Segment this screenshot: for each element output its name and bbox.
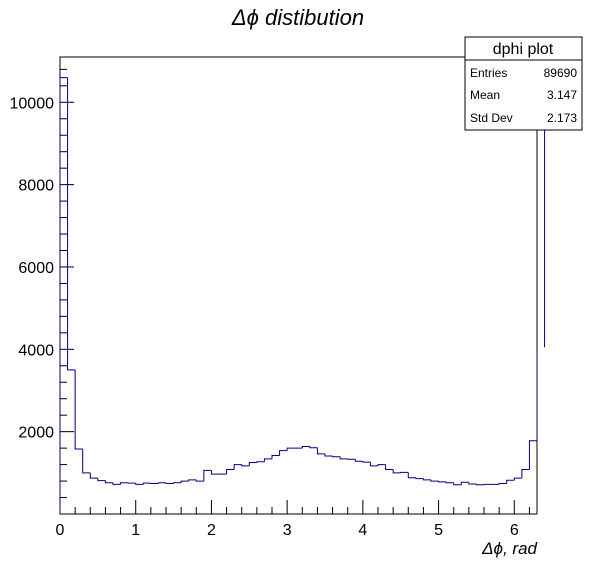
stats-entries-label: Entries	[470, 66, 507, 80]
histogram-bin	[241, 464, 250, 467]
histogram-bin	[203, 469, 212, 482]
histogram-bin	[263, 458, 272, 462]
histogram-bin	[67, 77, 76, 371]
stats-stddev-value: 2.173	[547, 111, 577, 125]
y-axis: 2000 4000 6000 8000 10000	[10, 68, 74, 499]
histogram-bin	[385, 464, 394, 471]
y-tick-label: 4000	[18, 342, 54, 359]
stats-mean-value: 3.147	[547, 88, 577, 102]
histogram-bin	[316, 447, 325, 455]
x-tick-label: 2	[207, 522, 216, 539]
x-tick-label: 5	[434, 522, 443, 539]
chart-title: Δϕ distibution	[231, 5, 364, 30]
histogram-bin	[528, 440, 537, 470]
histogram-bin	[248, 462, 257, 466]
histogram-bin	[422, 478, 431, 481]
x-tick-label: 4	[358, 522, 367, 539]
stats-box: dphi plot Entries 89690 Mean 3.147 Std D…	[464, 36, 583, 131]
x-tick-label: 6	[510, 522, 519, 539]
histogram-bin	[279, 450, 288, 456]
stats-stddev-label: Std Dev	[470, 111, 513, 125]
histogram-bin	[74, 369, 83, 450]
x-tick-label: 0	[56, 522, 65, 539]
histogram-bin	[468, 482, 477, 485]
histogram-bin	[453, 482, 462, 486]
histogram-bin	[120, 482, 129, 485]
histogram-bin	[438, 481, 447, 483]
y-tick-label: 10000	[10, 95, 55, 112]
y-tick-label: 2000	[18, 425, 54, 442]
histogram-bin	[339, 456, 348, 460]
y-tick-label: 8000	[18, 178, 54, 195]
histogram-bin	[165, 482, 174, 485]
histogram-bin	[415, 477, 424, 480]
histogram-bin	[362, 461, 371, 463]
histogram-bin	[475, 483, 484, 486]
histogram-bin	[301, 445, 310, 449]
histogram-bin	[97, 478, 106, 482]
histogram-bin	[506, 479, 515, 484]
histogram-bin	[498, 483, 507, 485]
histogram-bin	[392, 469, 401, 474]
histogram-bin	[309, 446, 318, 449]
histogram-bin	[135, 483, 144, 485]
histogram-bin	[112, 482, 121, 485]
histogram-bin	[430, 479, 439, 482]
histogram-bin	[89, 472, 98, 479]
histogram-bin	[180, 480, 189, 483]
histogram-bin	[407, 472, 416, 479]
histogram-bin	[59, 77, 68, 514]
histogram-bin	[173, 482, 182, 484]
histogram-bin	[460, 481, 469, 485]
histogram-bin	[142, 482, 151, 485]
x-axis: 0 1 2 3 4 5 6	[56, 500, 530, 539]
x-tick-label: 1	[131, 522, 140, 539]
histogram-bin	[369, 462, 378, 467]
histogram-bin	[271, 455, 280, 459]
histogram-bin	[210, 470, 219, 475]
histogram-bin	[226, 469, 235, 475]
stats-entries-value: 89690	[544, 66, 578, 80]
histogram-bin	[324, 453, 333, 457]
x-axis-title: Δϕ, rad	[481, 539, 537, 558]
histogram-bin	[157, 482, 166, 484]
stats-box-frame	[464, 36, 583, 131]
histogram-bins	[59, 56, 546, 514]
histogram-bin	[521, 469, 530, 479]
histogram-bin	[445, 481, 454, 484]
stats-box-title: dphi plot	[493, 41, 554, 58]
histogram-bin	[332, 455, 341, 458]
histogram-bin	[82, 448, 91, 474]
y-tick-label: 6000	[18, 260, 54, 277]
x-tick-label: 3	[283, 522, 292, 539]
histogram-bin	[104, 480, 113, 484]
histogram-bin	[286, 447, 295, 451]
histogram-bin	[233, 464, 242, 470]
histogram-bin	[188, 479, 197, 482]
histogram-bin	[195, 479, 204, 482]
histogram-bin	[513, 477, 522, 481]
histogram-bin	[377, 464, 386, 466]
histogram-bin	[256, 461, 265, 463]
stats-mean-label: Mean	[470, 88, 500, 102]
histogram-bin	[354, 459, 363, 462]
